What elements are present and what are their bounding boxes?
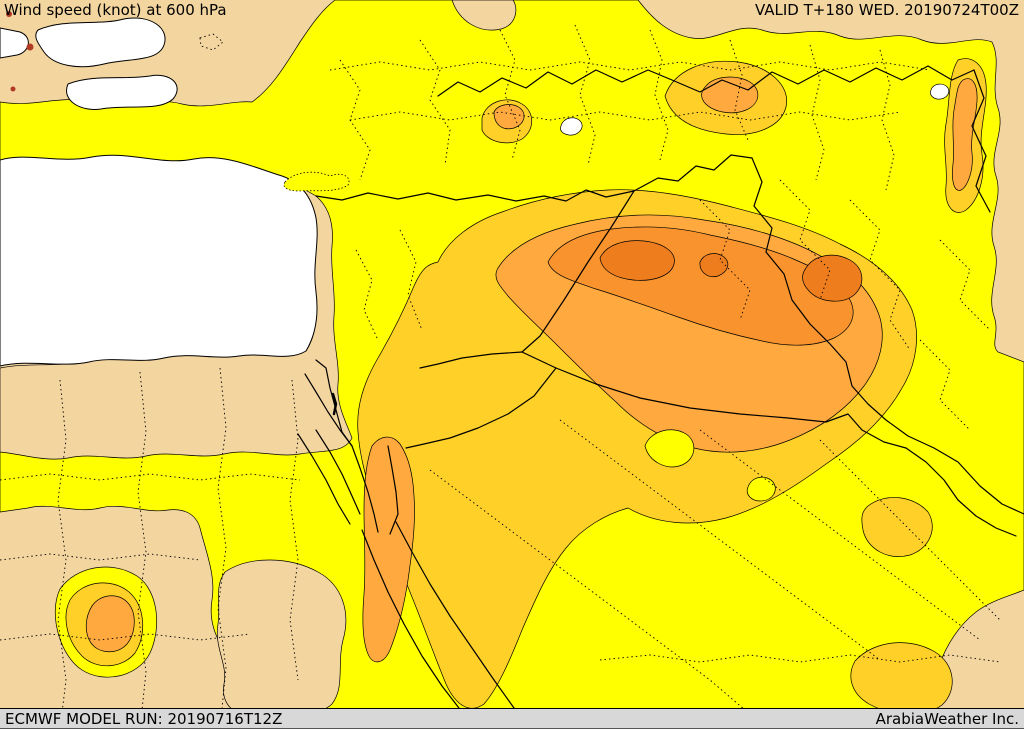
contour-band-yellow-holes [644, 429, 776, 502]
contour-region [952, 78, 978, 191]
country-border-line [437, 65, 975, 97]
coastline [297, 433, 351, 525]
speck [26, 43, 34, 51]
contour-region [216, 559, 347, 717]
dead-sea [331, 392, 338, 416]
admin-border-line [849, 199, 911, 351]
admin-border-line [809, 44, 825, 181]
admin-border-line [699, 199, 751, 321]
map-title: Wind speed (knot) at 600 hPa [4, 1, 227, 19]
country-border-line [521, 190, 635, 353]
country-border-line [315, 154, 753, 202]
country-borders [297, 65, 1024, 729]
aegean-region [66, 74, 178, 110]
high-band-specks [6, 11, 34, 92]
mediterranean-sea-region [0, 154, 318, 367]
speck [10, 86, 16, 92]
cyprus-island [283, 171, 350, 192]
coastline [351, 445, 379, 533]
admin-border-line [649, 29, 669, 161]
admin-border-line [217, 367, 227, 729]
contour-region [746, 476, 776, 502]
contour-band-white [0, 17, 950, 398]
admin-borders [0, 24, 1001, 729]
admin-border-line [429, 469, 746, 711]
admin-border-line [0, 553, 201, 561]
country-border-line [405, 367, 557, 449]
contour-region [802, 254, 863, 302]
admin-border-line [289, 379, 299, 681]
country-border-line [304, 373, 353, 447]
contour-region [451, 0, 517, 31]
footer-bar: ECMWF MODEL RUN: 20190716T12Z ArabiaWeat… [0, 708, 1024, 729]
admin-border-line [349, 111, 901, 121]
admin-border-line [137, 371, 147, 729]
contour-region [362, 436, 415, 663]
admin-border-line [574, 24, 596, 166]
low-wind-speck [930, 83, 950, 100]
contour-region [850, 642, 953, 715]
coastline [361, 529, 473, 729]
speck [6, 11, 12, 17]
coastline [905, 447, 1017, 537]
country-border-line [971, 69, 991, 213]
country-border-line [419, 351, 523, 369]
contour-band-deep-orange [599, 240, 863, 302]
country-border-line [751, 157, 1024, 515]
contour-band-tan [0, 0, 517, 717]
admin-border-line [729, 39, 749, 141]
island-outline [199, 33, 224, 51]
valid-time-label: VALID T+180 WED. 20190724T00Z [754, 1, 1019, 19]
admin-border-line [57, 379, 67, 729]
contour-region [644, 429, 695, 468]
admin-border-line [0, 473, 301, 481]
coastline [395, 521, 523, 729]
model-run-label: ECMWF MODEL RUN: 20190716T12Z [5, 709, 283, 728]
admin-border-line [355, 249, 379, 341]
low-wind-speck [560, 117, 583, 136]
coastline [387, 445, 399, 535]
contour-region [493, 104, 525, 130]
contour-region [701, 76, 759, 114]
admin-border-line [819, 439, 1001, 621]
admin-border-line [499, 29, 521, 161]
admin-border-line [919, 339, 971, 431]
admin-border-line [0, 633, 251, 641]
contour-region [699, 253, 729, 278]
admin-border-line [419, 39, 451, 166]
admin-border-line [879, 49, 895, 191]
contour-region [85, 595, 135, 653]
brand-label: ArabiaWeather Inc. [875, 709, 1019, 728]
admin-border-line [779, 179, 831, 301]
country-border-line [521, 351, 907, 449]
aegean-region [35, 17, 166, 68]
coastline [315, 429, 361, 515]
contour-region [599, 240, 675, 281]
contour-region [861, 497, 933, 557]
admin-border-line [559, 419, 881, 661]
admin-border-line [939, 239, 991, 331]
